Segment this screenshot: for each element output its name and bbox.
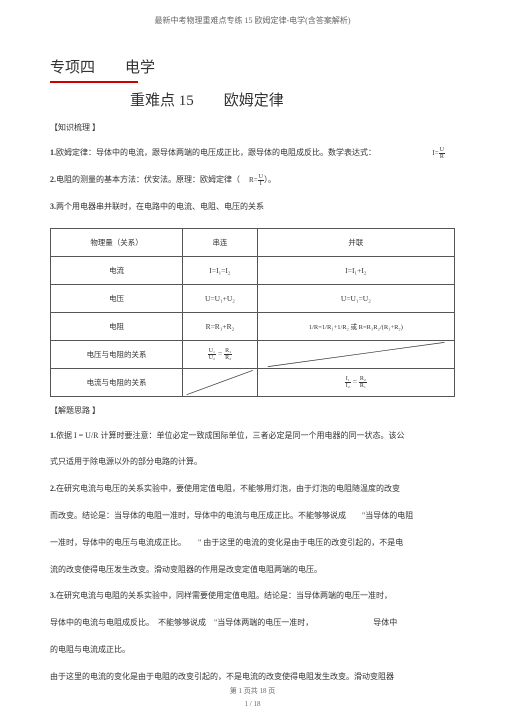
para-2: 2.电阻的测量的基本方法：伏安法。原理：欧姆定律（ R=UI）。 bbox=[50, 174, 455, 187]
main-title: 重难点 15 欧姆定律 bbox=[130, 89, 455, 110]
t3-a: 在研究电流与电阻的关系实验中，同样需要使用定值电阻。结论是：当导体两端的电压一准… bbox=[56, 591, 392, 600]
th-parallel: 并联 bbox=[257, 228, 454, 256]
section-label: 专项四 电学 bbox=[50, 56, 455, 77]
cell-parallel: U=U₁=U₂ bbox=[257, 284, 454, 312]
cell-diagonal bbox=[183, 368, 258, 396]
table-header-row: 物理量（关系） 串连 并联 bbox=[51, 228, 455, 256]
para-3: 3.两个用电器串并联时，在电路中的电流、电阻、电压的关系 bbox=[50, 201, 455, 214]
t-para-3b: 导体中的电流与电阻成反比。 不能够够说成 "当导体两端的电压一准时， 导体中 bbox=[50, 617, 455, 630]
t1-text: 依据 I = U/R 计算时要注意：单位必定一致成国际单位，三者必定是同一个用电… bbox=[56, 431, 405, 440]
para-1: 1.欧姆定律：导体中的电流，跟导体两端的电压成正比，跟导体的电阻成反比。数学表达… bbox=[50, 147, 455, 160]
t-para-3d: 由于这里的电流的变化是由于电阻的改变引起的，不是电流的改变使得电阻发生改变。滑动… bbox=[50, 671, 455, 684]
cell-series: I=I₁=I₂ bbox=[183, 256, 258, 284]
underline bbox=[50, 81, 138, 83]
t-para-2c: 一准时，导体中的电压与电流成正比。 " 由于这里的电流的变化是由于电压的改变引起… bbox=[50, 537, 455, 550]
diagonal-line-icon bbox=[258, 341, 454, 368]
cell-diagonal bbox=[257, 340, 454, 368]
cell-label: 电流 bbox=[51, 256, 183, 284]
diagonal-line-icon bbox=[183, 369, 257, 396]
page-header: 最新中考物理重难点专练 15 欧姆定律-电学(含答案解析) bbox=[50, 15, 455, 26]
relation-table: 物理量（关系） 串连 并联 电流 I=I₁=I₂ I=I₁+I₂ 电压 U=U₁… bbox=[50, 228, 455, 397]
table-row: 电阻 R=R₁+R₂ 1/R=1/R₁+1/R₂ 或 R=R₁R₂/(R₁+R₂… bbox=[51, 312, 455, 340]
page-footer-1: 第 1 页共 18 页 bbox=[0, 686, 505, 696]
cell-parallel-frac: I₁I₂ = R₂R₁ bbox=[257, 368, 454, 396]
knowledge-heading: 【知识梳理 】 bbox=[50, 122, 455, 133]
formula-r-ui: R=UI bbox=[242, 176, 264, 184]
cell-parallel: 1/R=1/R₁+1/R₂ 或 R=R₁R₂/(R₁+R₂) bbox=[257, 312, 454, 340]
para-3-text: 两个用电器串并联时，在电路中的电流、电阻、电压的关系 bbox=[56, 202, 264, 211]
cell-label: 电流与电阻的关系 bbox=[51, 368, 183, 396]
cell-series: R=R₁+R₂ bbox=[183, 312, 258, 340]
t2-a: 在研究电流与电压的关系实验中，要使用定值电阻，不能够用灯泡，由于灯泡的电阻随温度… bbox=[56, 484, 400, 493]
t-para-2d: 流的改变使得电压发生改变。滑动变阻器的作用是改变定值电阻两端的电压。 bbox=[50, 564, 455, 577]
table-row: 电压与电阻的关系 U₁U₂ = R₁R₂ bbox=[51, 340, 455, 368]
page-footer-2: 1 / 18 bbox=[0, 700, 505, 708]
para-2-text-b: ）。 bbox=[264, 175, 276, 184]
table-row: 电压 U=U₁+U₂ U=U₁=U₂ bbox=[51, 284, 455, 312]
t-para-1b: 式只适用于除电源以外的部分电路的计算。 bbox=[50, 456, 455, 469]
t-para-3a: 3.在研究电流与电阻的关系实验中，同样需要使用定值电阻。结论是：当导体两端的电压… bbox=[50, 590, 455, 603]
cell-label: 电压 bbox=[51, 284, 183, 312]
t-para-3c: 的电阻与电流成正比。 bbox=[50, 644, 455, 657]
table-row: 电流 I=I₁=I₂ I=I₁+I₂ bbox=[51, 256, 455, 284]
th-quantity: 物理量（关系） bbox=[51, 228, 183, 256]
t-para-1: 1.依据 I = U/R 计算时要注意：单位必定一致成国际单位，三者必定是同一个… bbox=[50, 430, 455, 443]
cell-label: 电阻 bbox=[51, 312, 183, 340]
formula-iu-r: I=UR bbox=[432, 147, 445, 160]
cell-series: U=U₁+U₂ bbox=[183, 284, 258, 312]
t-para-2a: 2.在研究电流与电压的关系实验中，要使用定值电阻，不能够用灯泡，由于灯泡的电阻随… bbox=[50, 483, 455, 496]
thinking-heading: 【解题思路 】 bbox=[50, 405, 455, 416]
para-1-text: 欧姆定律：导体中的电流，跟导体两端的电压成正比，跟导体的电阻成反比。数学表达式： bbox=[56, 148, 376, 157]
t-para-2b: 而改变。结论是：当导体的电阻一准时，导体中的电流与电压成正比。不能够够说成 "当… bbox=[50, 510, 455, 523]
th-series: 串连 bbox=[183, 228, 258, 256]
para-2-text-a: 电阻的测量的基本方法：伏安法。原理：欧姆定律（ bbox=[56, 175, 240, 184]
table-row: 电流与电阻的关系 I₁I₂ = R₂R₁ bbox=[51, 368, 455, 396]
cell-parallel: I=I₁+I₂ bbox=[257, 256, 454, 284]
cell-series-frac: U₁U₂ = R₁R₂ bbox=[183, 340, 258, 368]
cell-label: 电压与电阻的关系 bbox=[51, 340, 183, 368]
